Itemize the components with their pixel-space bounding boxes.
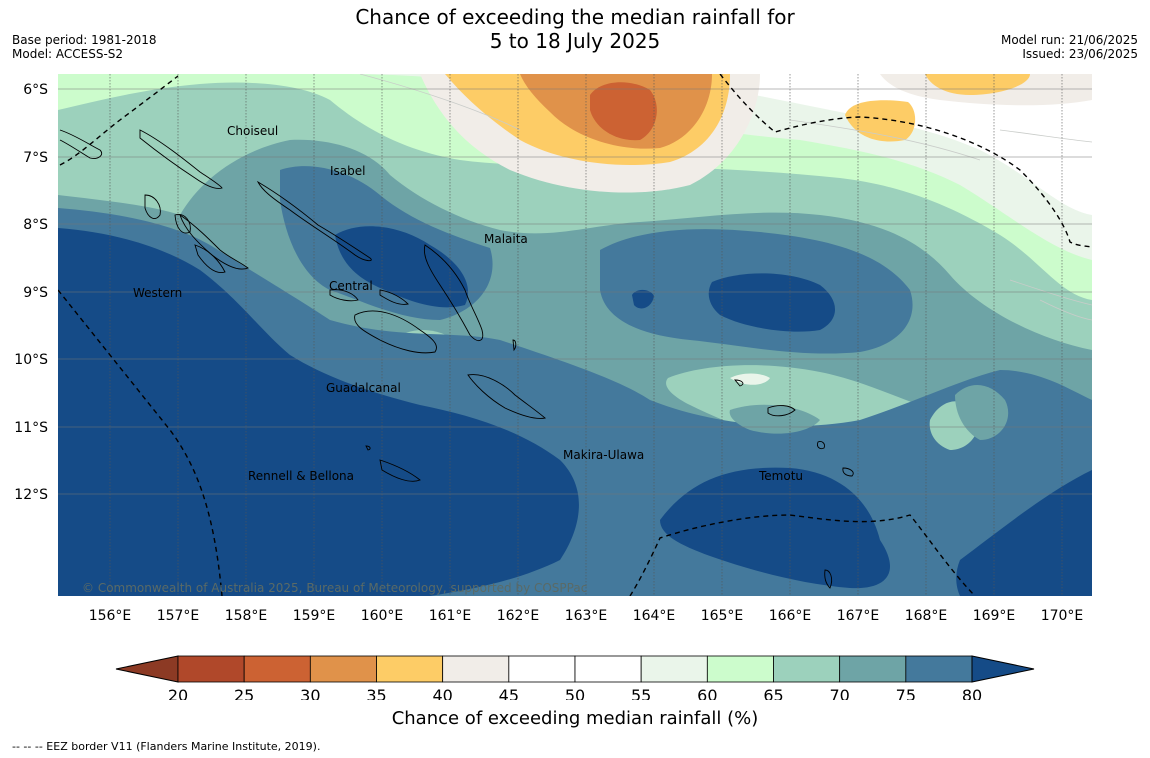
lon-label: 156°E: [89, 608, 132, 624]
base-period-label: Base period: 1981-2018: [12, 33, 157, 47]
colorbar-bin: [706, 655, 774, 683]
colorbar-tick-label: 65: [763, 686, 783, 700]
colorbar-tick-label: 25: [234, 686, 254, 700]
copyright-notice: © Commonwealth of Australia 2025, Bureau…: [82, 581, 587, 595]
coastlines: [59, 129, 854, 589]
colorbar: 20 25 30 35 40 45 50 55 60 65 70 75 80: [115, 655, 1035, 700]
region-label-makira-ulawa: Makira-Ulawa: [563, 448, 644, 462]
lat-label: 8°S: [23, 217, 48, 233]
lat-label: 7°S: [23, 150, 48, 166]
region-label-guadalcanal: Guadalcanal: [326, 381, 401, 395]
lon-label: 165°E: [701, 608, 744, 624]
colorbar-bin: [574, 655, 642, 683]
lat-label: 12°S: [14, 487, 48, 503]
colorbar-tick-label: 30: [300, 686, 320, 700]
colorbar-bin: [243, 655, 311, 683]
lon-label: 159°E: [293, 608, 336, 624]
region-label-choiseul: Choiseul: [227, 124, 278, 138]
region-label-isabel: Isabel: [330, 164, 365, 178]
colorbar-over-arrow: [971, 655, 1035, 683]
colorbar-tick-label: 70: [829, 686, 849, 700]
lat-label: 10°S: [14, 352, 48, 368]
lon-label: 164°E: [633, 608, 676, 624]
colorbar-bin: [773, 655, 841, 683]
region-label-western: Western: [133, 286, 182, 300]
colorbar-under-arrow: [115, 655, 179, 683]
lon-label: 170°E: [1041, 608, 1084, 624]
lon-label: 168°E: [905, 608, 948, 624]
model-run-label: Model run: 21/06/2025: [1000, 33, 1138, 47]
region-label-central: Central: [329, 279, 373, 293]
colorbar-bin: [905, 655, 973, 683]
colorbar-bin: [376, 655, 444, 683]
lon-label: 157°E: [157, 608, 200, 624]
lat-label: 6°S: [23, 82, 48, 98]
lat-label: 11°S: [14, 420, 48, 436]
colorbar-bin: [177, 655, 245, 683]
colorbar-tick-label: 40: [432, 686, 452, 700]
colorbar-bin: [442, 655, 510, 683]
colorbar-tick-label: 55: [631, 686, 651, 700]
colorbar-tick-label: 45: [499, 686, 519, 700]
colorbar-tick-label: 20: [168, 686, 188, 700]
colorbar-bin: [640, 655, 708, 683]
issued-label: Issued: 23/06/2025: [1022, 47, 1138, 61]
colorbar-tick-label: 75: [896, 686, 916, 700]
model-label: Model: ACCESS-S2: [12, 47, 124, 61]
eez-border: [58, 74, 1092, 596]
longitude-labels: 156°E 157°E 158°E 159°E 160°E 161°E 162°…: [89, 608, 1084, 624]
region-label-temotu: Temotu: [758, 469, 803, 483]
colorbar-tick-label: 60: [697, 686, 717, 700]
colorbar-bin: [839, 655, 907, 683]
colorbar-title: Chance of exceeding median rainfall (%): [391, 708, 759, 729]
region-label-malaita: Malaita: [484, 232, 528, 246]
lon-label: 169°E: [973, 608, 1016, 624]
lat-label: 9°S: [23, 285, 48, 301]
latitude-lines: [58, 88, 1092, 495]
forecast-map: Choiseul Isabel Malaita Western Central …: [14, 74, 1092, 700]
map-title-line-1: Chance of exceeding the median rainfall …: [355, 5, 795, 29]
colorbar-tick-label: 80: [962, 686, 982, 700]
region-labels: Choiseul Isabel Malaita Western Central …: [133, 124, 803, 483]
map-title-line-2: 5 to 18 July 2025: [489, 29, 661, 53]
lon-label: 163°E: [565, 608, 608, 624]
lon-label: 161°E: [429, 608, 472, 624]
graticule: [109, 74, 1063, 596]
lon-label: 158°E: [225, 608, 268, 624]
region-label-rennell-bellona: Rennell & Bellona: [248, 469, 354, 483]
lon-label: 162°E: [497, 608, 540, 624]
lon-label: 166°E: [769, 608, 812, 624]
colorbar-bin: [508, 655, 576, 683]
probability-contours: [58, 74, 1092, 596]
colorbar-tick-label: 35: [366, 686, 386, 700]
colorbar-tick-label: 50: [565, 686, 585, 700]
colorbar-bin: [309, 655, 377, 683]
lon-label: 160°E: [361, 608, 404, 624]
eez-legend-note: -- -- -- EEZ border V11 (Flanders Marine…: [12, 740, 321, 753]
latitude-labels: 6°S 7°S 8°S 9°S 10°S 11°S 12°S: [14, 82, 48, 503]
lon-label: 167°E: [837, 608, 880, 624]
